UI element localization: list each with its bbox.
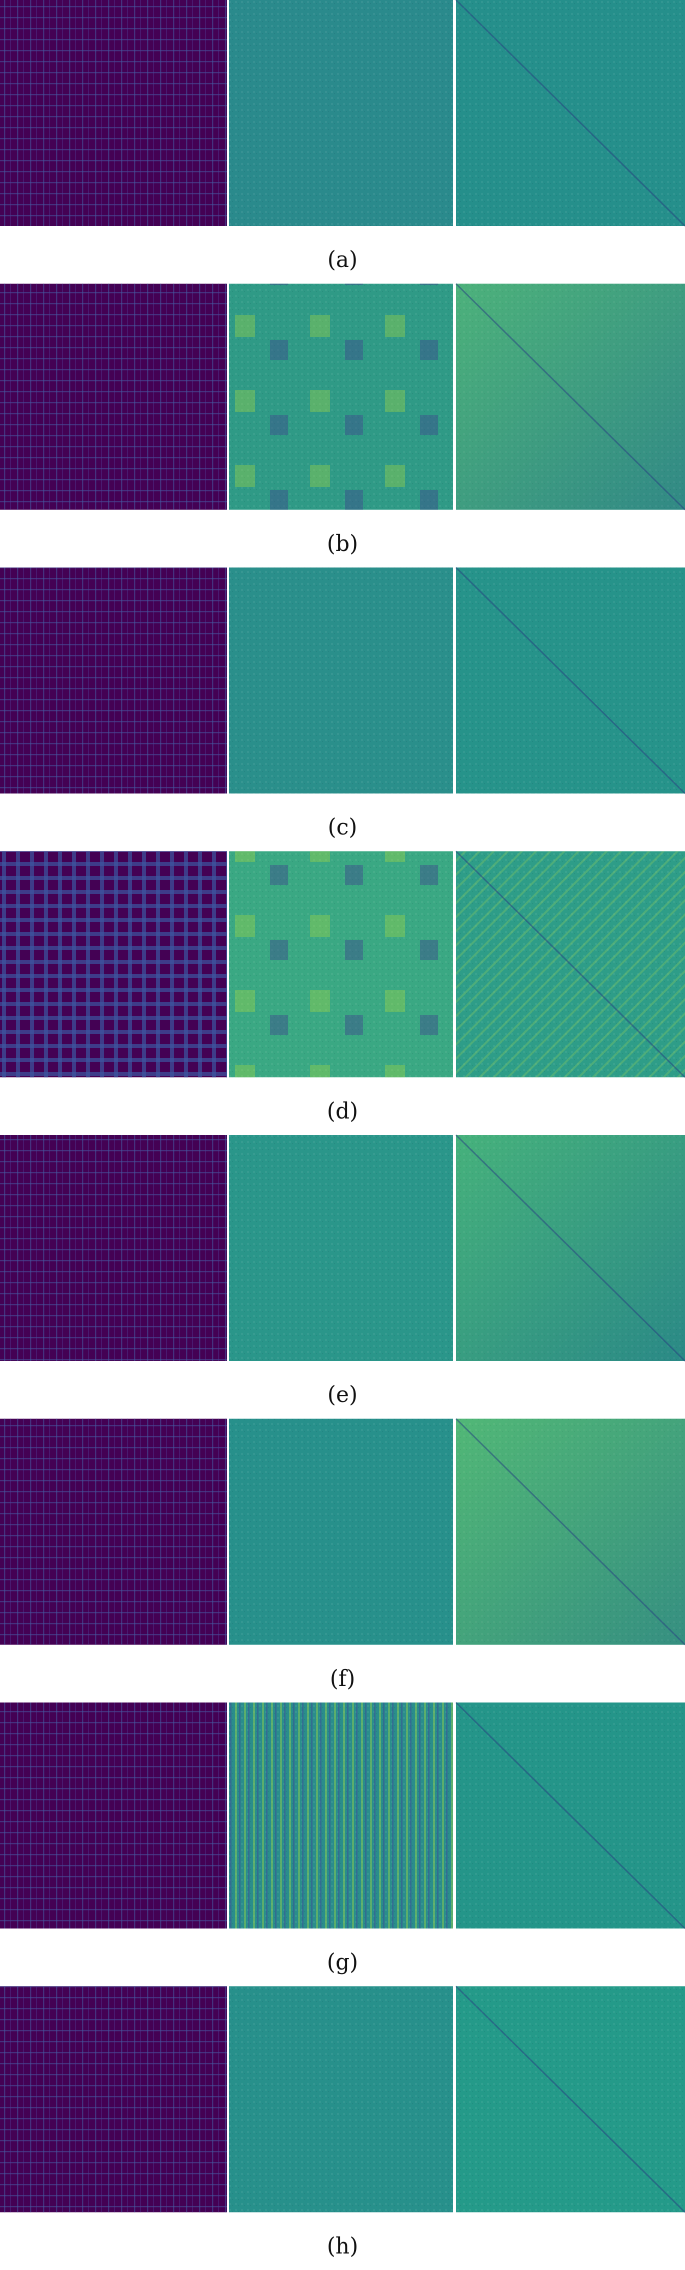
heatmap-texture <box>0 1135 227 1361</box>
heatmap-texture <box>229 1986 453 2213</box>
heatmap-texture <box>229 1135 453 1361</box>
figure-caption: (a) <box>327 248 357 273</box>
heatmap-texture <box>229 1418 453 1645</box>
heatmap-texture <box>229 851 453 1078</box>
figure-caption: (e) <box>327 1383 357 1408</box>
heatmap-diagonal <box>455 0 685 227</box>
heatmap-diagonal <box>455 1985 685 2213</box>
figure-caption: (h) <box>327 2234 358 2259</box>
heatmap-texture <box>0 1986 227 2213</box>
heatmap-texture <box>229 0 453 226</box>
figure-caption: (f) <box>330 1667 355 1692</box>
heatmap-texture <box>0 0 227 226</box>
figure-caption: (g) <box>327 1951 358 1976</box>
figure-caption: (b) <box>327 532 358 557</box>
heatmap-texture <box>229 567 453 794</box>
heatmap-texture <box>0 851 227 1078</box>
heatmap-diagonal <box>455 1418 685 1646</box>
heatmap-texture <box>0 1702 227 1929</box>
heatmap-diagonal <box>455 1134 685 1362</box>
figure-caption: (d) <box>327 1099 358 1124</box>
heatmap-diagonal <box>455 566 685 795</box>
heatmap-diagonal <box>455 1701 685 1930</box>
heatmap-texture <box>0 1418 227 1645</box>
heatmap-texture <box>229 1702 453 1929</box>
heatmap-texture <box>229 283 453 510</box>
heatmap-diagonal <box>455 850 685 1078</box>
figure-caption: (c) <box>328 816 358 841</box>
heatmap-texture <box>0 567 227 794</box>
heatmap-diagonal <box>455 283 685 511</box>
heatmap-texture <box>0 283 227 510</box>
